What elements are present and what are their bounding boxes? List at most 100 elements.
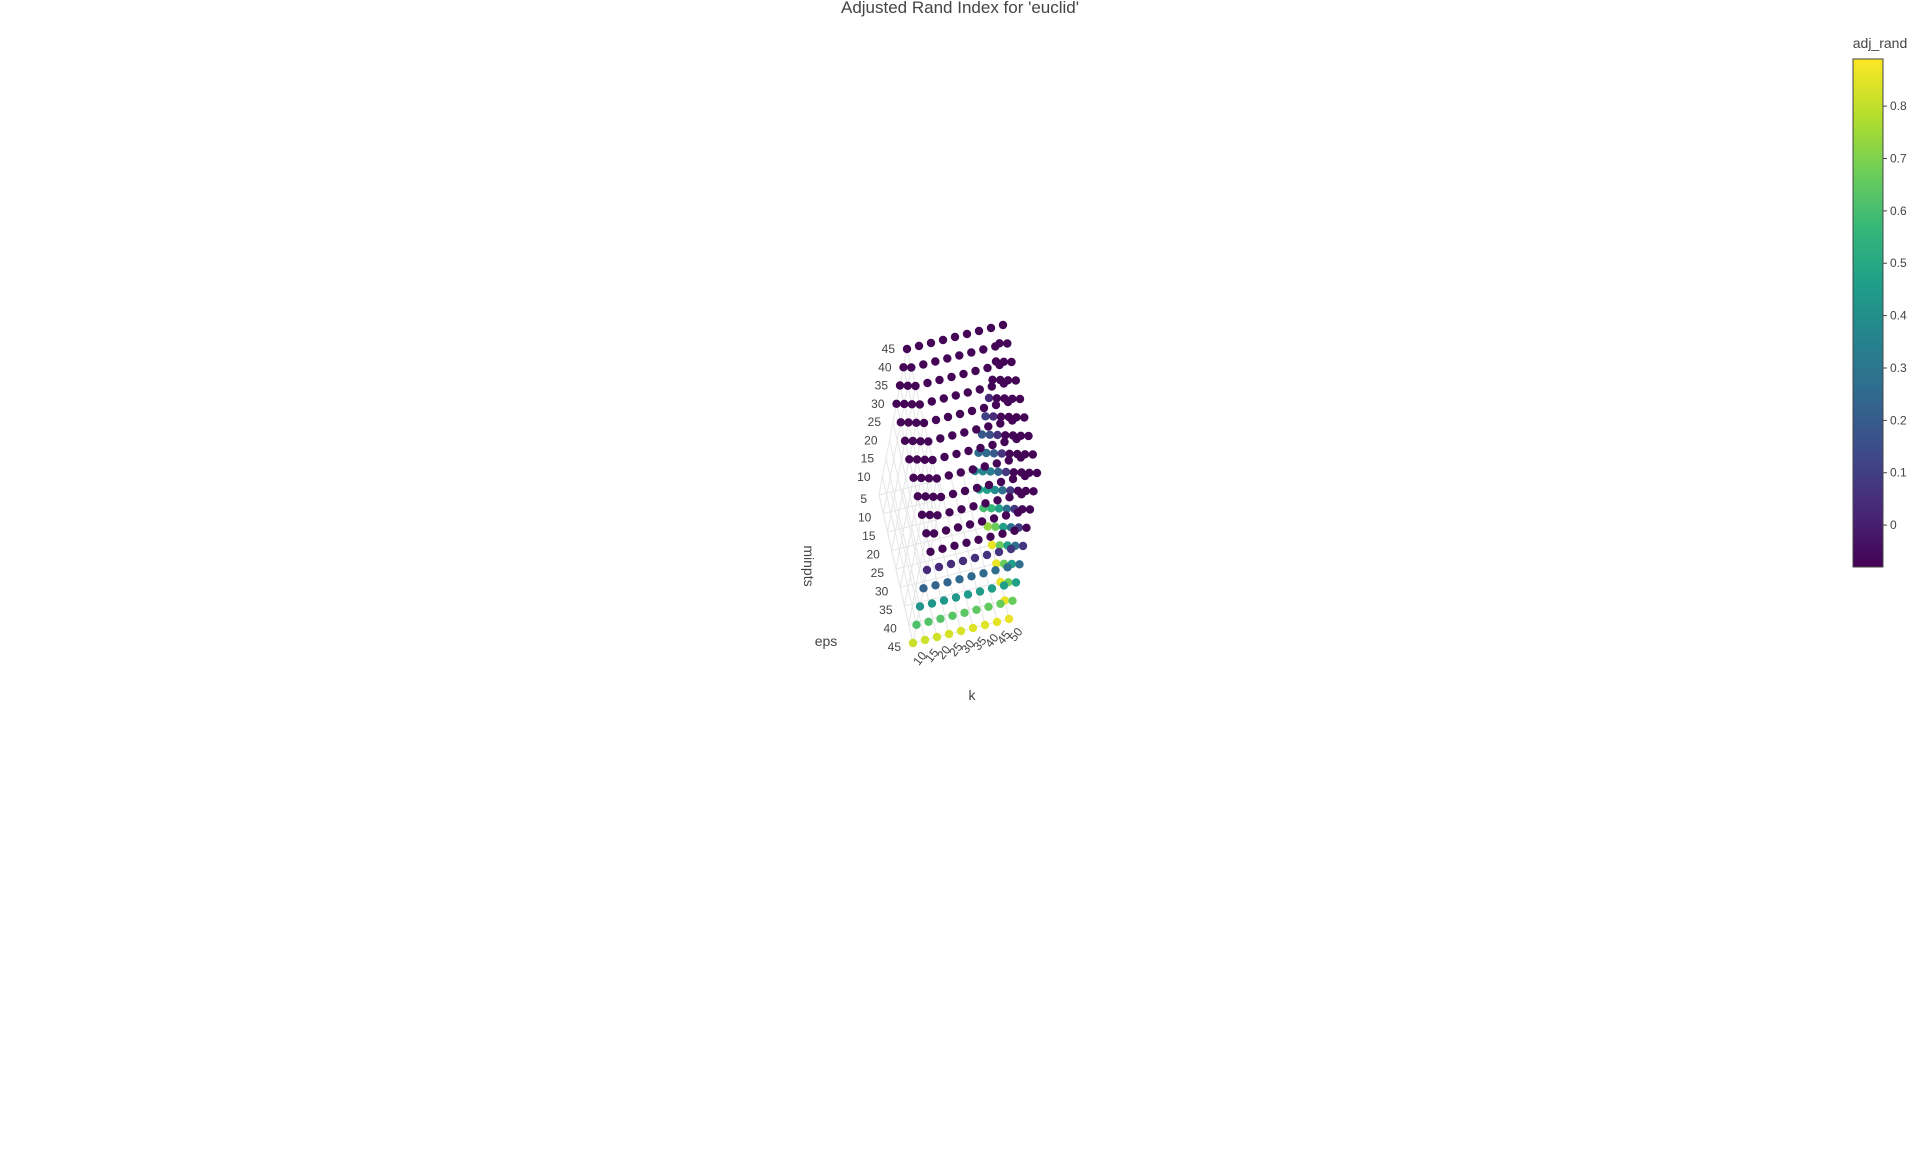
data-point[interactable] (960, 428, 969, 437)
data-point[interactable] (996, 477, 1006, 487)
data-point[interactable] (915, 400, 924, 409)
data-point[interactable] (920, 635, 930, 645)
data-point[interactable] (967, 348, 976, 357)
data-point[interactable] (956, 626, 966, 636)
data-point[interactable] (968, 623, 978, 633)
data-point[interactable] (1005, 493, 1014, 502)
data-point[interactable] (907, 400, 917, 409)
data-point[interactable] (912, 455, 922, 464)
data-point[interactable] (996, 412, 1006, 421)
data-point[interactable] (924, 437, 933, 446)
data-point[interactable] (933, 511, 942, 520)
data-point[interactable] (963, 590, 973, 599)
data-point[interactable] (974, 326, 984, 336)
data-point[interactable] (984, 422, 993, 431)
data-point[interactable] (1006, 486, 1015, 495)
data-point[interactable] (994, 547, 1004, 557)
data-point[interactable] (988, 440, 997, 450)
data-point[interactable] (957, 505, 966, 514)
data-point[interactable] (986, 532, 995, 541)
data-point[interactable] (975, 587, 985, 596)
data-point[interactable] (979, 345, 988, 354)
data-point[interactable] (1003, 563, 1012, 572)
data-point[interactable] (1029, 487, 1038, 496)
data-point[interactable] (936, 614, 945, 623)
data-point[interactable] (920, 455, 929, 464)
data-point[interactable] (935, 375, 944, 385)
data-point[interactable] (958, 556, 968, 566)
data-point[interactable] (988, 375, 997, 384)
data-point[interactable] (1016, 453, 1025, 462)
data-point[interactable] (996, 419, 1005, 428)
data-point[interactable] (914, 341, 924, 351)
data-point[interactable] (987, 382, 996, 391)
data-point[interactable] (980, 462, 989, 471)
data-point[interactable] (908, 638, 918, 648)
data-point[interactable] (913, 492, 922, 501)
data-point[interactable] (962, 538, 971, 547)
data-point[interactable] (900, 436, 910, 445)
data-point[interactable] (908, 436, 917, 446)
data-point[interactable] (967, 572, 976, 581)
data-point[interactable] (1002, 504, 1011, 513)
data-point[interactable] (1011, 578, 1021, 587)
data-point[interactable] (981, 412, 990, 421)
data-point[interactable] (948, 611, 957, 620)
data-point[interactable] (1024, 431, 1033, 441)
data-point[interactable] (1004, 614, 1014, 624)
data-point[interactable] (927, 397, 936, 406)
data-point[interactable] (972, 425, 981, 434)
data-point[interactable] (932, 474, 941, 483)
data-point[interactable] (976, 443, 985, 453)
data-point[interactable] (999, 581, 1009, 590)
data-point[interactable] (911, 381, 920, 391)
data-point[interactable] (950, 332, 960, 342)
data-point[interactable] (967, 406, 977, 416)
data-point[interactable] (965, 520, 975, 529)
data-point[interactable] (895, 381, 905, 390)
data-point[interactable] (977, 430, 987, 439)
data-point[interactable] (912, 418, 921, 427)
data-point[interactable] (943, 412, 953, 422)
data-point[interactable] (987, 540, 997, 550)
data-point[interactable] (999, 379, 1008, 388)
data-point[interactable] (947, 372, 956, 382)
data-point[interactable] (1010, 526, 1019, 535)
data-point[interactable] (903, 381, 912, 390)
data-point[interactable] (989, 514, 999, 523)
data-point[interactable] (1005, 449, 1014, 458)
data-point[interactable] (907, 363, 916, 372)
data-point[interactable] (991, 400, 1001, 410)
data-point[interactable] (964, 446, 973, 456)
data-point[interactable] (969, 502, 978, 511)
data-point[interactable] (922, 565, 932, 575)
data-point[interactable] (977, 517, 987, 526)
data-point[interactable] (1017, 490, 1026, 499)
data-point[interactable] (980, 620, 990, 630)
data-point[interactable] (1001, 511, 1011, 520)
data-point[interactable] (1007, 357, 1016, 367)
data-point[interactable] (992, 559, 1001, 568)
data-point[interactable] (974, 535, 983, 544)
data-point[interactable] (924, 617, 933, 626)
data-point[interactable] (944, 471, 953, 480)
data-point[interactable] (919, 584, 928, 593)
data-point[interactable] (940, 452, 949, 462)
data-point[interactable] (982, 550, 992, 560)
data-point[interactable] (998, 486, 1007, 495)
data-point[interactable] (936, 434, 945, 443)
data-point[interactable] (892, 399, 901, 408)
data-point[interactable] (1020, 413, 1029, 422)
data-point[interactable] (943, 354, 952, 363)
data-point[interactable] (1022, 523, 1031, 532)
data-point[interactable] (922, 529, 931, 538)
data-point[interactable] (995, 541, 1004, 550)
data-point[interactable] (932, 632, 942, 642)
data-point[interactable] (1015, 560, 1024, 569)
data-point[interactable] (902, 344, 912, 354)
data-point[interactable] (899, 363, 908, 372)
data-point[interactable] (999, 522, 1008, 532)
data-point[interactable] (972, 605, 981, 614)
data-point[interactable] (994, 504, 1004, 513)
